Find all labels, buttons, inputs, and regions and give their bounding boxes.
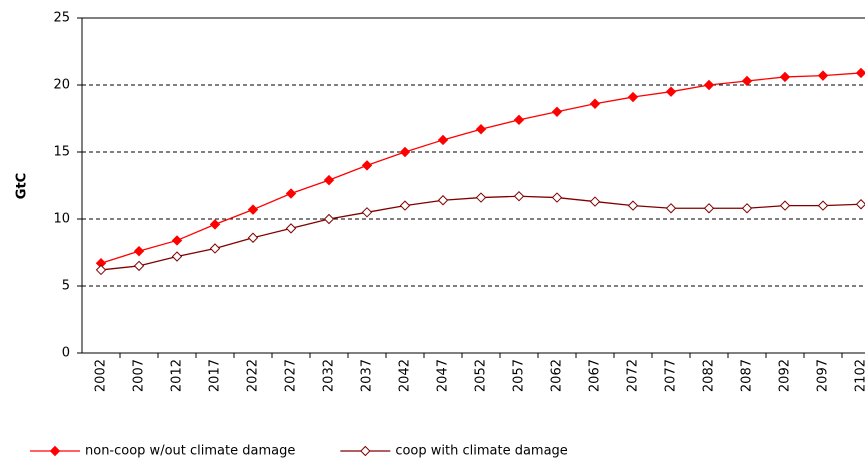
data-point xyxy=(399,200,411,211)
data-point xyxy=(247,232,259,243)
x-tick-label: 2082 xyxy=(702,359,717,392)
y-tick-label: 15 xyxy=(53,145,70,160)
y-tick-label: 0 xyxy=(62,346,70,361)
y-tick-label: 10 xyxy=(53,212,70,227)
x-tick-label: 2012 xyxy=(170,359,185,392)
data-point xyxy=(247,204,259,215)
data-point xyxy=(513,114,525,126)
legend-marker xyxy=(49,445,61,457)
data-point xyxy=(779,71,791,83)
data-point xyxy=(323,174,335,186)
data-point xyxy=(627,91,639,103)
x-tick-label: 2102 xyxy=(854,359,865,392)
x-tick-label: 2037 xyxy=(360,359,375,392)
y-tick-label: 5 xyxy=(62,279,70,294)
data-point xyxy=(171,235,183,246)
x-tick-label: 2007 xyxy=(132,359,147,392)
data-point xyxy=(133,260,145,272)
data-point xyxy=(589,98,601,109)
data-point xyxy=(209,219,221,230)
x-tick-label: 2027 xyxy=(284,359,299,392)
data-point xyxy=(399,146,411,158)
x-tick-label: 2057 xyxy=(512,359,527,392)
data-point xyxy=(855,199,865,210)
data-point xyxy=(209,243,221,254)
data-point xyxy=(361,160,373,171)
data-point xyxy=(133,245,145,257)
data-point xyxy=(589,196,601,207)
data-point xyxy=(627,200,639,211)
data-point xyxy=(361,207,373,218)
data-point xyxy=(703,203,715,214)
data-point xyxy=(285,188,297,199)
x-tick-label: 2042 xyxy=(398,359,413,392)
data-point xyxy=(855,67,865,79)
data-point xyxy=(741,203,753,214)
x-tick-label: 2022 xyxy=(246,359,261,392)
legend-label: coop with climate damage xyxy=(395,444,567,459)
data-point xyxy=(741,75,753,87)
x-tick-label: 2032 xyxy=(322,359,337,392)
data-point xyxy=(779,200,791,211)
y-tick-label: 20 xyxy=(53,78,70,93)
x-tick-label: 2072 xyxy=(626,359,641,392)
series-line xyxy=(100,72,862,264)
data-point xyxy=(171,251,183,262)
data-point xyxy=(817,70,829,81)
x-tick-label: 2062 xyxy=(550,359,565,392)
data-point xyxy=(513,191,525,202)
x-tick-label: 2067 xyxy=(588,359,603,392)
data-point xyxy=(323,213,335,225)
y-tick-label: 25 xyxy=(53,11,70,26)
data-point xyxy=(551,192,563,203)
y-axis-label: GtC xyxy=(15,173,30,199)
x-tick-label: 2047 xyxy=(436,359,451,392)
x-tick-label: 2052 xyxy=(474,359,489,392)
x-tick-label: 2017 xyxy=(208,359,223,392)
x-tick-label: 2077 xyxy=(664,359,679,392)
x-tick-label: 2002 xyxy=(94,359,109,392)
data-point xyxy=(437,195,449,206)
legend-marker xyxy=(360,445,371,457)
data-point xyxy=(437,134,449,146)
legend-label: non-coop w/out climate damage xyxy=(85,444,295,459)
data-point xyxy=(665,86,677,97)
x-tick-label: 2097 xyxy=(816,359,831,392)
x-tick-label: 2087 xyxy=(740,359,755,392)
data-point xyxy=(95,264,107,276)
data-point xyxy=(285,223,297,234)
data-point xyxy=(703,79,715,91)
data-point xyxy=(475,124,487,135)
x-tick-label: 2092 xyxy=(778,359,793,392)
data-point xyxy=(551,106,563,118)
data-point xyxy=(817,200,829,211)
data-point xyxy=(475,192,487,203)
data-point xyxy=(665,203,677,214)
